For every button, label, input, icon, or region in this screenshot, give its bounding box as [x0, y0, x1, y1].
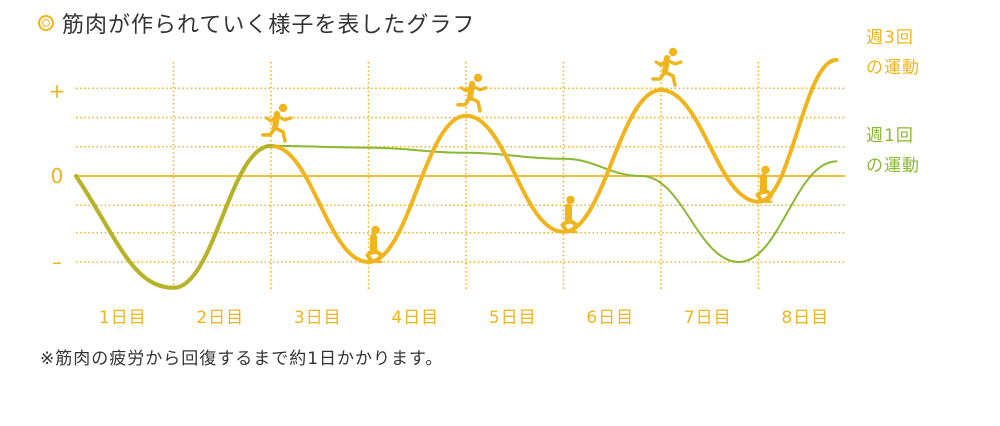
runner-arm [275, 114, 293, 122]
x-tick-label: 5日目 [489, 308, 537, 328]
sitter-head [566, 195, 575, 205]
x-tick-label: 1日目 [99, 308, 147, 328]
footnote: ※筋肉の疲労から回復するまで約1日かかります。 [40, 349, 444, 369]
sitter-leg [373, 249, 384, 263]
x-tick-label: 2日目 [196, 308, 244, 328]
series-label: 週3回 [866, 28, 914, 48]
running-person-icon [261, 103, 293, 143]
running-person-icon [456, 73, 488, 113]
x-tick-label: 3日目 [294, 308, 342, 328]
runner-leg [273, 126, 287, 143]
runner-head [278, 103, 288, 113]
sitter-leg [755, 188, 766, 203]
sitter-leg [763, 188, 774, 203]
y-tick-label: – [52, 250, 62, 274]
sitter-leg [560, 218, 571, 233]
runner-head [668, 47, 678, 57]
x-tick-label: 4日目 [391, 308, 439, 328]
runner-leg [456, 96, 472, 107]
runner-leg [261, 126, 277, 137]
runner-arm [459, 83, 475, 93]
runner-leg [663, 70, 677, 87]
runner-leg [651, 70, 667, 81]
y-tick-label: 0 [51, 164, 64, 188]
series-label: の運動 [866, 156, 920, 176]
sitter-head [371, 225, 380, 235]
runner-arm [665, 58, 683, 66]
series-line-shared [74, 143, 273, 290]
series-label: 週1回 [866, 126, 914, 146]
resting-person-icon [559, 195, 579, 233]
runner-leg [468, 96, 482, 113]
sitter-head [761, 165, 770, 174]
running-person-icon [651, 47, 683, 87]
resting-person-icon [754, 165, 774, 203]
chart-title: 筋肉が作られていく様子を表したグラフ [38, 7, 475, 39]
chart-title-text: 筋肉が作られていく様子を表したグラフ [62, 13, 476, 38]
y-tick-label: + [49, 79, 66, 103]
title-bullet-icon [38, 15, 54, 31]
runner-arm [654, 57, 670, 67]
runner-head [473, 73, 483, 82]
x-tick-label: 6日目 [586, 308, 634, 328]
runner-arm [264, 113, 280, 123]
x-tick-label: 7日目 [684, 308, 732, 328]
series-label: の運動 [866, 58, 920, 78]
sitter-leg [568, 218, 579, 233]
sitter-leg [365, 249, 376, 263]
runner-arm [470, 84, 488, 92]
x-tick-label: 8日目 [781, 308, 829, 328]
resting-person-icon [364, 225, 384, 264]
series-line-three-times [74, 57, 839, 290]
